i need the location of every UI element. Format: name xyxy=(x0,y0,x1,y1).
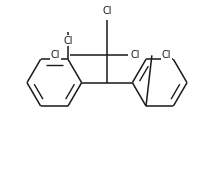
Text: Cl: Cl xyxy=(130,50,140,60)
Text: Cl: Cl xyxy=(63,36,73,46)
Text: Cl: Cl xyxy=(162,50,171,60)
Text: Cl: Cl xyxy=(51,50,60,60)
Text: Cl: Cl xyxy=(102,6,112,16)
